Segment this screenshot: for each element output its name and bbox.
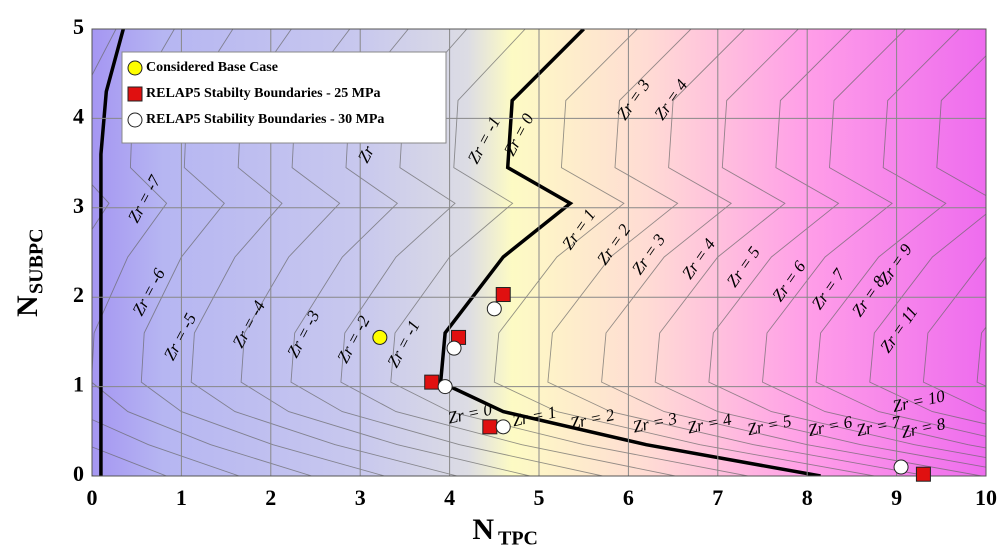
legend-label: RELAP5 Stabilty Boundaries - 25 MPa: [146, 86, 381, 101]
x-axis-label: N: [472, 513, 494, 546]
legend-label: RELAP5 Stability Boundaries - 30 MPa: [146, 112, 384, 127]
x-tick-label: 6: [623, 485, 634, 510]
point: [915, 466, 931, 482]
x-tick-label: 8: [802, 485, 813, 510]
stability-boundary: [438, 29, 821, 476]
y-tick-label: 3: [73, 193, 84, 218]
legend-box: [121, 51, 447, 144]
x-tick-label: 1: [176, 485, 187, 510]
point: [372, 329, 388, 345]
contour-line: [922, 256, 986, 413]
plot-frame: [91, 28, 987, 477]
point: [446, 340, 462, 356]
x-tick-label: 3: [355, 485, 366, 510]
x-axis-label-sub: TPC: [498, 528, 538, 547]
x-tick-label: 5: [534, 485, 545, 510]
legend-marker: [127, 86, 143, 102]
contour-line: [390, 29, 748, 476]
legend-marker: [127, 60, 143, 76]
y-tick-label: 1: [73, 372, 84, 397]
y-tick-label: 4: [73, 103, 84, 128]
point: [893, 459, 909, 475]
point: [495, 287, 511, 303]
point: [495, 419, 511, 435]
contour-line: [92, 29, 240, 476]
y-tick-label: 0: [73, 461, 84, 486]
contour-line: [547, 29, 928, 476]
x-tick-label: 9: [891, 485, 902, 510]
x-tick-label: 0: [87, 485, 98, 510]
contour-line: [869, 55, 986, 425]
y-axis-label-sub: SUBPC: [26, 228, 48, 294]
y-tick-label: 2: [73, 282, 84, 307]
x-tick-label: 7: [712, 485, 723, 510]
legend-label: Considered Base Case: [146, 60, 278, 75]
contour-line: [708, 29, 986, 458]
legend-marker: [127, 112, 143, 128]
x-tick-label: 2: [265, 485, 276, 510]
contour-line: [815, 29, 986, 437]
x-tick-label: 4: [444, 485, 455, 510]
point: [437, 379, 453, 395]
legend: Considered Base Case RELAP5 Stabilty Boun…: [127, 60, 384, 128]
point: [424, 374, 440, 390]
point: [482, 419, 498, 435]
left-boundary: [99, 29, 125, 476]
y-tick-label: 5: [73, 14, 84, 39]
y-axis-label-group: N SUBPC: [11, 228, 48, 317]
x-tick-label: 10: [975, 485, 997, 510]
point: [486, 301, 502, 317]
points: [372, 287, 931, 482]
contour-line: [654, 29, 986, 468]
contour-line: [601, 29, 982, 476]
y-axis-label: N: [11, 295, 44, 317]
